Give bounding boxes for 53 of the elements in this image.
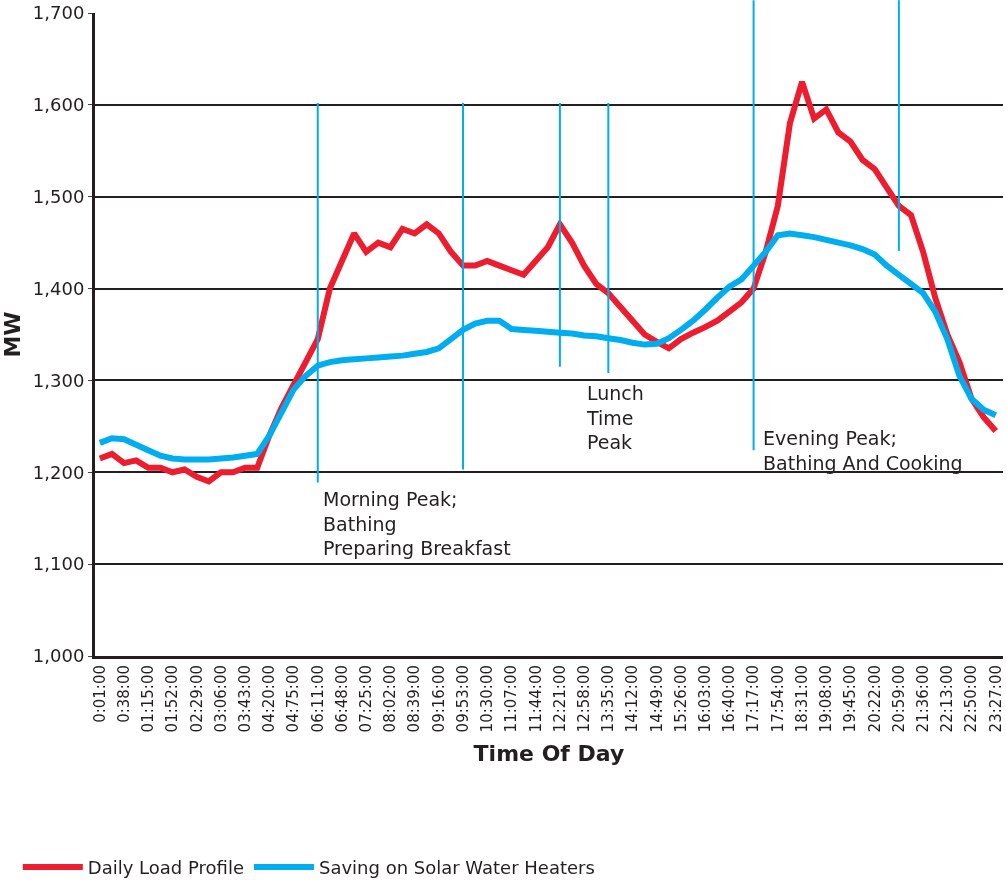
x-tick-label: 11:07:00 xyxy=(502,665,521,733)
x-tick-label: 03:06:00 xyxy=(211,665,230,733)
x-tick-label: 04:20:00 xyxy=(260,665,279,733)
x-tick-label: 17:17:00 xyxy=(744,665,763,733)
x-tick-label: 09:16:00 xyxy=(429,665,448,733)
x-tick-label: 08:02:00 xyxy=(381,665,400,733)
x-tick-label: 14:12:00 xyxy=(623,665,642,733)
x-axis-title: Time Of Day xyxy=(473,741,625,767)
x-tick-label: 09:53:00 xyxy=(453,665,472,733)
x-tick-label: 17:54:00 xyxy=(768,665,787,733)
x-tick-label: 0:01:00 xyxy=(90,665,109,723)
x-tick-label: 13:35:00 xyxy=(599,665,618,733)
y-tick-label: 1,300 xyxy=(32,369,85,391)
x-tick-label: 19:45:00 xyxy=(841,665,860,733)
x-tick-label: 12:58:00 xyxy=(574,665,593,733)
x-tick-label: 19:08:00 xyxy=(817,665,836,733)
y-tick-label: 1,700 xyxy=(32,2,85,24)
x-tick-label: 01:52:00 xyxy=(163,665,182,733)
x-tick-label: 20:22:00 xyxy=(865,665,884,733)
y-tick-label: 1,000 xyxy=(32,645,85,667)
x-tick-label: 15:26:00 xyxy=(671,665,690,733)
x-tick-label: 07:25:00 xyxy=(357,665,376,733)
y-tick-label: 1,600 xyxy=(32,94,85,116)
x-tick-label: 06:48:00 xyxy=(332,665,351,733)
x-tick-label: 08:39:00 xyxy=(405,665,424,733)
annotation: Evening Peak; Bathing And Cooking xyxy=(763,427,963,474)
x-tick-label: 21:36:00 xyxy=(913,665,932,733)
x-tick-label: 23:27:00 xyxy=(986,665,1005,733)
x-tick-label: 10:30:00 xyxy=(478,665,497,733)
y-tick-label: 1,100 xyxy=(32,553,85,575)
x-tick-label: 02:29:00 xyxy=(187,665,206,733)
y-tick-label: 1,400 xyxy=(32,277,85,299)
x-tick-label: 18:31:00 xyxy=(792,665,811,733)
x-tick-label: 11:44:00 xyxy=(526,665,545,733)
x-tick-label: 12:21:00 xyxy=(550,665,569,733)
x-tick-label: 22:13:00 xyxy=(938,665,957,733)
x-tick-label: 16:40:00 xyxy=(720,665,739,733)
x-tick-label: 01:15:00 xyxy=(139,665,158,733)
x-tick-label: 03:43:00 xyxy=(235,665,254,733)
x-tick-label: 14:49:00 xyxy=(647,665,666,733)
annotation: Lunch Time Peak xyxy=(586,382,644,454)
x-tick-label: 20:59:00 xyxy=(889,665,908,733)
x-tick-label: 04:75:00 xyxy=(284,665,303,733)
x-tick-label: 06:11:00 xyxy=(308,665,327,733)
y-axis-title: MW xyxy=(0,311,25,358)
annotation: Morning Peak; Bathing Preparing Breakfast xyxy=(323,488,511,560)
legend-label: Saving on Solar Water Heaters xyxy=(318,857,595,879)
x-tick-label: 16:03:00 xyxy=(696,665,715,733)
y-tick-label: 1,200 xyxy=(32,461,85,483)
legend-label: Daily Load Profile xyxy=(87,857,244,879)
y-tick-label: 1,500 xyxy=(32,186,85,208)
x-tick-label: 22:50:00 xyxy=(962,665,981,733)
x-tick-label: 0:38:00 xyxy=(114,665,133,723)
